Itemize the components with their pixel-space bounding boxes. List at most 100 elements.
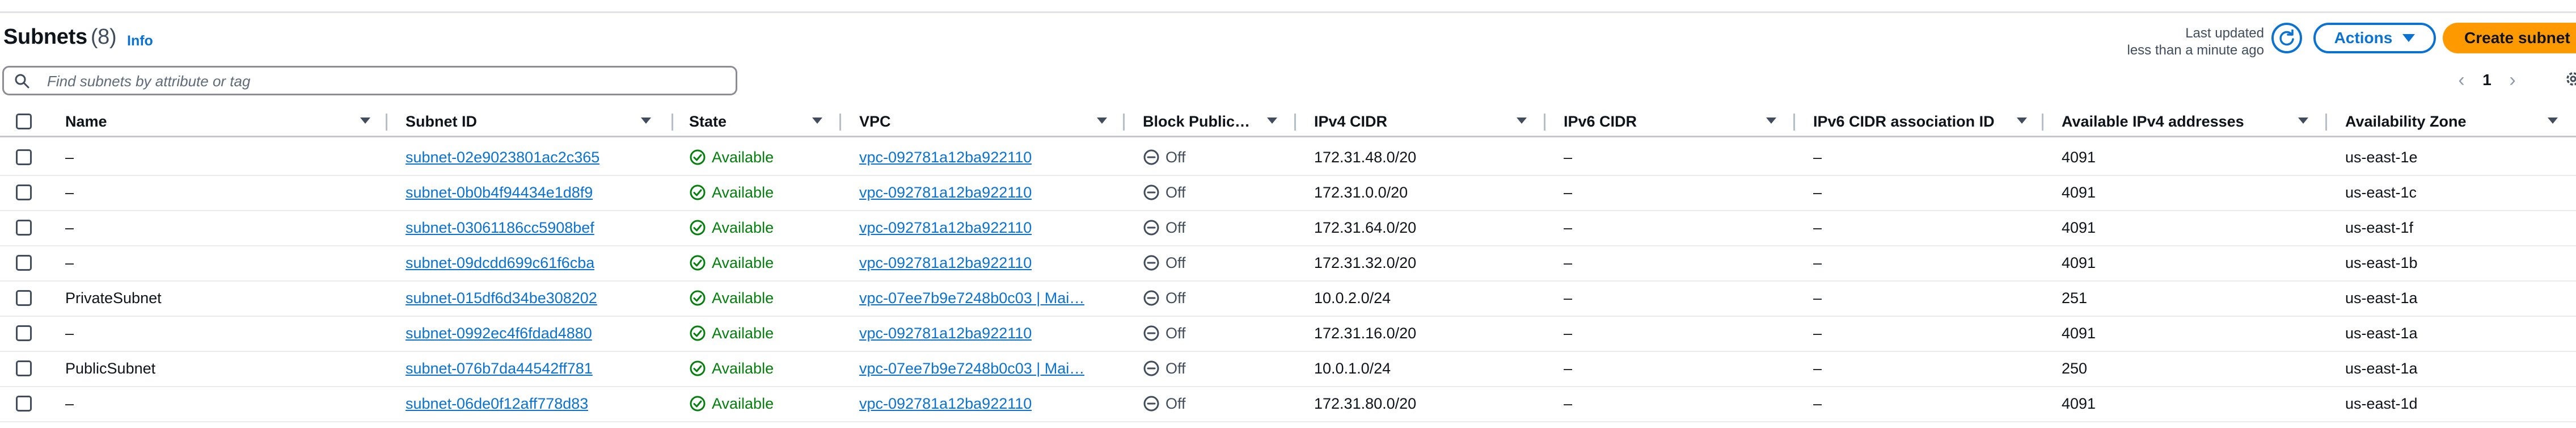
sort-icon[interactable] (360, 118, 370, 124)
table-row[interactable]: – subnet-06de0f12aff778d83 Available vpc… (0, 386, 2576, 422)
cell-state: Available (689, 245, 774, 280)
column-label: IPv6 CIDR association ID (1813, 112, 1995, 130)
vpc-link[interactable]: vpc-092781a12ba922110 (859, 254, 1032, 271)
subnet-id-link[interactable]: subnet-015df6d34be308202 (406, 289, 597, 307)
sort-icon[interactable] (641, 118, 651, 124)
table-row[interactable]: PublicSubnet subnet-076b7da44542ff781 Av… (0, 351, 2576, 387)
subnet-id-link[interactable]: subnet-0b0b4f94434e1d8f9 (406, 183, 593, 201)
column-resizer[interactable] (386, 114, 387, 131)
cell-state: Available (689, 175, 774, 210)
gear-icon[interactable] (2564, 69, 2576, 89)
sort-icon[interactable] (2017, 118, 2027, 124)
search-icon (15, 74, 29, 89)
column-header-state[interactable]: State (689, 107, 727, 136)
column-resizer[interactable] (672, 114, 673, 131)
refresh-button[interactable] (2271, 23, 2302, 53)
cell-state: Available (689, 386, 774, 421)
state-label: Available (712, 359, 774, 377)
column-header-ipv6-cidr[interactable]: IPv6 CIDR (1564, 107, 1637, 136)
column-header-block-public[interactable]: Block Public… (1143, 107, 1250, 136)
check-circle-icon (690, 396, 706, 412)
row-checkbox[interactable] (16, 290, 32, 306)
info-link[interactable]: Info (127, 33, 153, 49)
row-checkbox[interactable] (16, 360, 32, 376)
sort-icon[interactable] (1097, 118, 1107, 124)
sort-icon[interactable] (1766, 118, 1776, 124)
cell-available-ipv4: 4091 (2062, 395, 2096, 412)
cell-name: – (65, 183, 74, 201)
subnet-id-link[interactable]: subnet-02e9023801ac2c365 (406, 148, 600, 166)
row-checkbox[interactable] (16, 325, 32, 341)
cell-ipv6-association-id: – (1813, 148, 1822, 166)
search-bar[interactable] (2, 66, 737, 95)
vpc-link[interactable]: vpc-092781a12ba922110 (859, 219, 1032, 236)
row-checkbox[interactable] (16, 220, 32, 236)
vpc-link[interactable]: vpc-092781a12ba922110 (859, 148, 1032, 166)
cell-availability-zone: us-east-1f (2345, 219, 2414, 236)
column-header-availability-zone[interactable]: Availability Zone (2345, 107, 2467, 136)
column-resizer[interactable] (1793, 114, 1795, 131)
table-row[interactable]: – subnet-0992ec4f6fdad4880 Available vpc… (0, 316, 2576, 352)
cell-ipv6-cidr: – (1564, 395, 1573, 412)
sort-icon[interactable] (812, 118, 822, 124)
cell-ipv6-cidr: – (1564, 254, 1573, 271)
column-resizer[interactable] (839, 114, 841, 131)
column-header-ipv6-association-id[interactable]: IPv6 CIDR association ID (1813, 107, 1995, 136)
column-label: Available IPv4 addresses (2062, 112, 2244, 130)
column-header-ipv4-cidr[interactable]: IPv4 CIDR (1314, 107, 1387, 136)
cell-ipv4-cidr: 10.0.2.0/24 (1314, 289, 1391, 307)
vpc-link[interactable]: vpc-092781a12ba922110 (859, 183, 1032, 201)
cell-ipv6-cidr: – (1564, 289, 1573, 307)
column-header-available-ipv4[interactable]: Available IPv4 addresses (2062, 107, 2244, 136)
row-checkbox[interactable] (16, 255, 32, 271)
previous-page-icon[interactable]: ‹ (2458, 69, 2465, 91)
column-resizer[interactable] (1123, 114, 1125, 131)
vpc-link[interactable]: vpc-07ee7b9e7248b0c03 | Mai… (859, 359, 1085, 377)
column-resizer[interactable] (2325, 114, 2327, 131)
table-row[interactable]: – subnet-02e9023801ac2c365 Available vpc… (0, 140, 2576, 176)
current-page[interactable]: 1 (2482, 71, 2491, 89)
column-header-vpc[interactable]: VPC (859, 107, 891, 136)
block-public-label: Off (1165, 148, 1186, 166)
subnet-id-link[interactable]: subnet-03061186cc5908bef (406, 219, 594, 236)
cell-ipv4-cidr: 10.0.1.0/24 (1314, 359, 1391, 377)
select-all-checkbox[interactable] (16, 114, 32, 129)
subnet-id-link[interactable]: subnet-06de0f12aff778d83 (406, 395, 589, 412)
sort-icon[interactable] (1517, 118, 1527, 124)
table-row[interactable]: PrivateSubnet subnet-015df6d34be308202 A… (0, 280, 2576, 317)
block-public-label: Off (1165, 254, 1186, 271)
subnet-id-link[interactable]: subnet-09dcdd699c61f6cba (406, 254, 595, 271)
column-header-name[interactable]: Name (65, 107, 107, 136)
sort-icon[interactable] (1267, 118, 1277, 124)
column-resizer[interactable] (2042, 114, 2043, 131)
table-row[interactable]: – subnet-09dcdd699c61f6cba Available vpc… (0, 245, 2576, 282)
cell-state: Available (689, 210, 774, 245)
sort-icon[interactable] (2298, 118, 2308, 124)
column-resizer[interactable] (1294, 114, 1296, 131)
vpc-link[interactable]: vpc-07ee7b9e7248b0c03 | Mai… (859, 289, 1085, 307)
search-input[interactable] (46, 71, 717, 91)
cell-block-public: Off (1143, 210, 1186, 245)
row-checkbox[interactable] (16, 396, 32, 412)
column-header-subnet-id[interactable]: Subnet ID (406, 107, 477, 136)
subnet-id-link[interactable]: subnet-076b7da44542ff781 (406, 359, 593, 377)
subnet-id-link[interactable]: subnet-0992ec4f6fdad4880 (406, 324, 592, 342)
sort-icon[interactable] (2548, 118, 2558, 124)
actions-dropdown-button[interactable]: Actions (2313, 23, 2436, 53)
column-label: VPC (859, 112, 891, 130)
next-page-icon[interactable]: › (2509, 69, 2516, 91)
column-label: Name (65, 112, 107, 130)
check-circle-icon (690, 220, 706, 236)
vpc-link[interactable]: vpc-092781a12ba922110 (859, 324, 1032, 342)
row-checkbox[interactable] (16, 149, 32, 165)
check-circle-icon (690, 149, 706, 165)
create-subnet-button[interactable]: Create subnet (2443, 23, 2576, 53)
row-checkbox[interactable] (16, 184, 32, 200)
table-row[interactable]: – subnet-0b0b4f94434e1d8f9 Available vpc… (0, 175, 2576, 211)
cell-availability-zone: us-east-1e (2345, 148, 2418, 166)
cell-availability-zone: us-east-1c (2345, 183, 2417, 201)
column-resizer[interactable] (1544, 114, 1545, 131)
table-row[interactable]: – subnet-03061186cc5908bef Available vpc… (0, 210, 2576, 246)
column-label: Availability Zone (2345, 112, 2467, 130)
vpc-link[interactable]: vpc-092781a12ba922110 (859, 395, 1032, 412)
